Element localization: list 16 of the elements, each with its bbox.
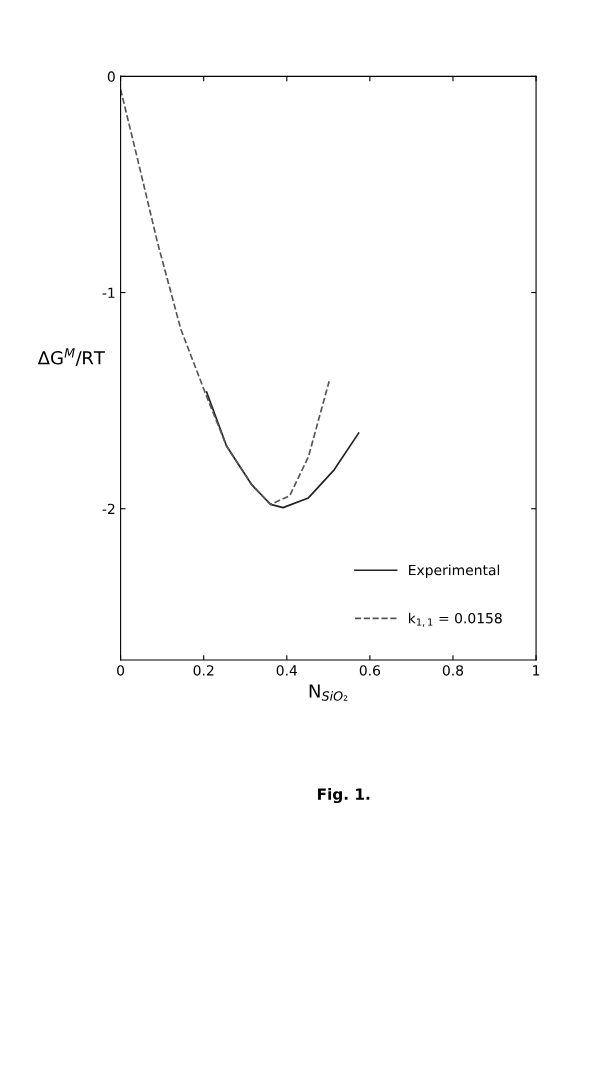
y-tick-label: -1 [102, 287, 115, 298]
legend-label: k$_{1,1}$ = 0.0158 [408, 612, 502, 627]
x-tick-label: 0 [117, 665, 125, 676]
line-series [120, 88, 330, 506]
y-tick-label: -2 [102, 503, 115, 515]
y-tick-label: 0 [107, 71, 115, 82]
x-tick-label: 0.8 [442, 665, 464, 676]
x-tick-label: 0.6 [359, 665, 381, 676]
caption: Fig. 1. [318, 788, 370, 803]
legend-label: Experimental [409, 564, 500, 578]
x-tick-label: 0.2 [193, 665, 214, 676]
x-tick-label: 0.4 [276, 665, 298, 676]
y-axis-title: ΔG$^{M}$/RT [37, 348, 105, 367]
x-axis-title: N$_{SiO₂}$ [309, 684, 348, 701]
line-series [205, 391, 360, 509]
x-tick-label: 1 [533, 665, 540, 676]
